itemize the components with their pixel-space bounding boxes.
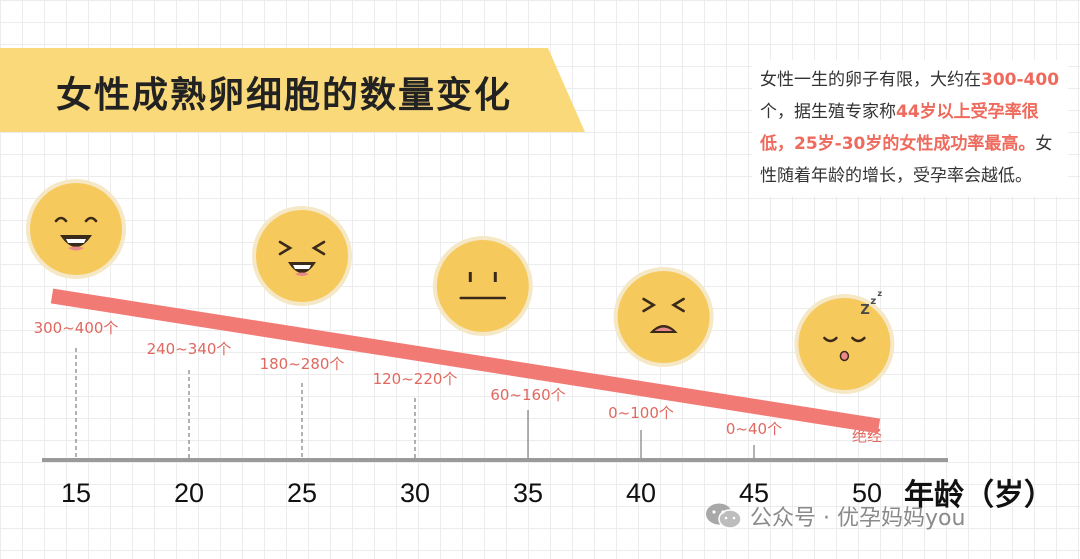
note-text: 女性随着年龄的增长，受孕率会越低。 (760, 134, 1053, 186)
data-label: 240~340个 (147, 340, 232, 358)
sleep-z-icon: z (870, 296, 876, 307)
wechat-icon (706, 503, 742, 529)
x-tick-label: 25 (287, 478, 317, 508)
x-tick-label: 35 (513, 478, 543, 508)
note-highlight: 44岁以上受孕率很低，25岁-30岁的女性成功率最高。 (760, 102, 1039, 154)
x-axis-label: 年龄（岁） (904, 478, 1054, 513)
sleeping-face-icon: Zzz (794, 289, 895, 394)
data-label: 180~280个 (260, 355, 345, 373)
data-label: 120~220个 (373, 370, 458, 388)
crying-face-icon (613, 267, 714, 367)
data-label: 60~160个 (490, 386, 565, 404)
note-text: 个，据生殖专家称 (760, 102, 896, 122)
data-label: 300~400个 (34, 319, 119, 337)
sleep-z-icon: z (877, 289, 882, 298)
x-tick-label: 20 (174, 478, 204, 508)
data-label: 0~100个 (608, 404, 674, 422)
sleep-z-icon: Z (860, 303, 869, 318)
chart-title: 女性成熟卵细胞的数量变化 (56, 75, 513, 116)
x-tick-label: 40 (626, 478, 656, 508)
neutral-face-icon (432, 236, 533, 336)
note-highlight: 300-400 (981, 70, 1060, 90)
laughing-face-icon (26, 179, 126, 279)
watermark-text: 公众号 · 优孕妈妈you (750, 506, 966, 531)
x-tick-label: 15 (61, 478, 91, 508)
x-tick-label: 30 (400, 478, 430, 508)
grinning-squint-face-icon (252, 206, 352, 306)
info-note: 女性一生的卵子有限，大约在300-400 个，据生殖专家称44岁以上受孕率很低，2… (752, 60, 1068, 196)
watermark: 公众号 · 优孕妈妈you (704, 500, 965, 532)
note-text: 女性一生的卵子有限，大约在 (760, 70, 981, 90)
x-tick-label: 45 (739, 478, 769, 508)
data-label: 0~40个 (726, 420, 782, 438)
title-banner (0, 48, 585, 132)
trend-band (50, 288, 881, 434)
x-tick-label: 50 (852, 478, 882, 508)
